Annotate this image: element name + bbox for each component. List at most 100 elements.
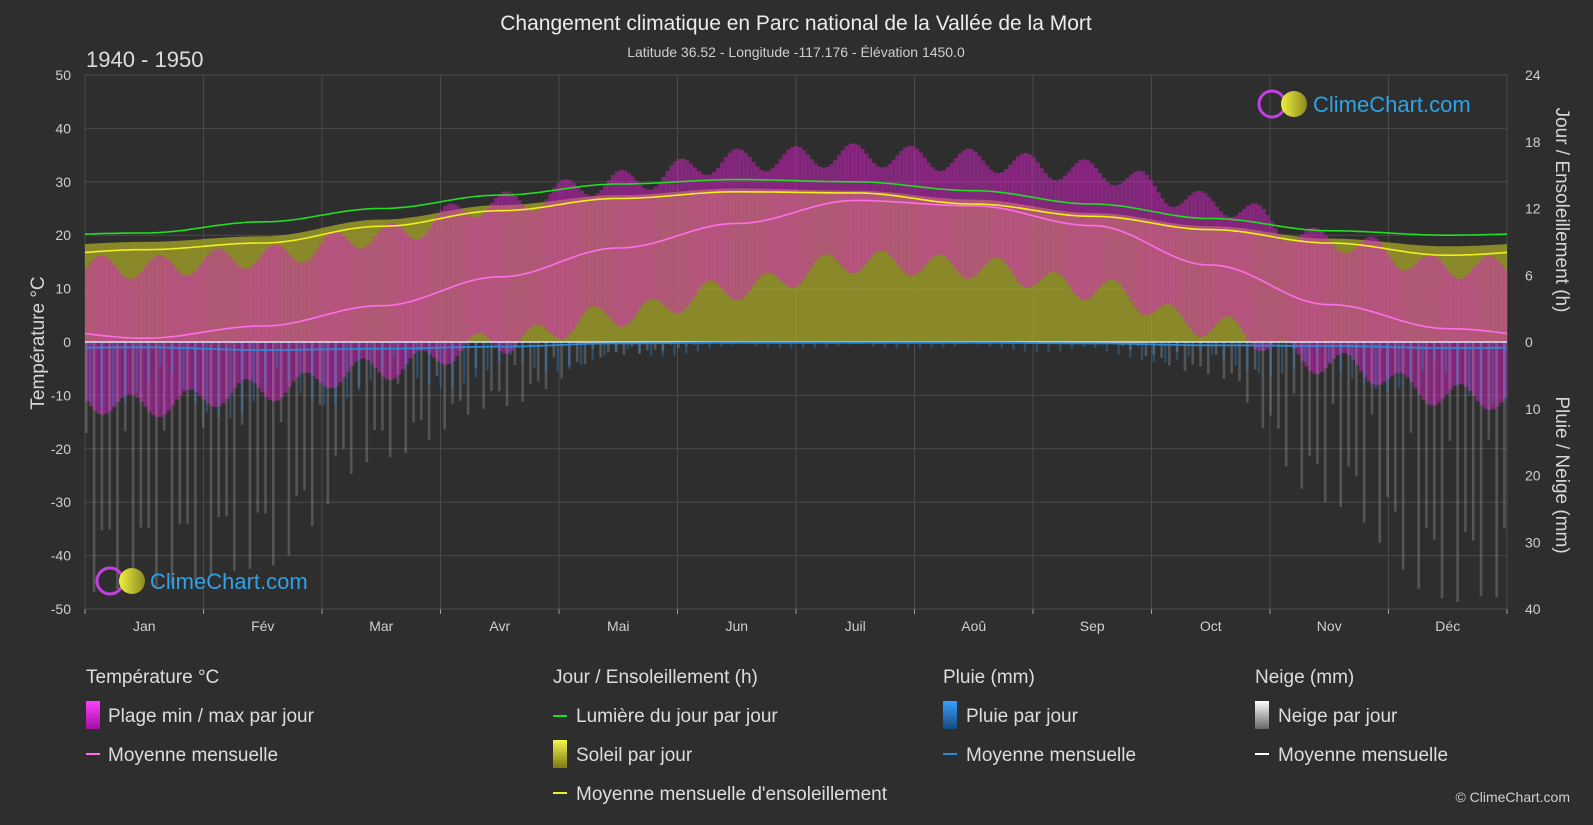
- snow-bar: [1191, 342, 1195, 365]
- snow-bar: [248, 342, 252, 569]
- temp-range-bar: [1012, 160, 1017, 276]
- rain-bar: [264, 342, 267, 386]
- snow-bar: [1152, 342, 1156, 355]
- rain-bar: [1199, 342, 1202, 351]
- temp-range-bar: [217, 248, 222, 407]
- temp-range-bar: [961, 150, 966, 278]
- temp-range-bar: [1273, 228, 1278, 344]
- temp-range-bar: [1468, 272, 1473, 391]
- temp-range-bar: [1316, 228, 1321, 374]
- temp-range-bar: [743, 152, 748, 296]
- snow-bar: [1339, 342, 1343, 507]
- temp-range-bar: [910, 146, 916, 276]
- rain-bar: [708, 342, 711, 349]
- logo-top: ClimeChart.com: [1257, 89, 1471, 119]
- temp-range-bar: [1062, 175, 1068, 280]
- right-top-tick-label: 6: [1525, 267, 1533, 283]
- temp-range-bar: [1405, 270, 1411, 378]
- snow-bar: [1207, 342, 1210, 375]
- temp-range-bar: [755, 166, 760, 281]
- temp-range-bar: [556, 183, 561, 339]
- snow-bar: [575, 342, 579, 363]
- snow-bar: [1144, 342, 1148, 357]
- snow-bar: [147, 342, 150, 528]
- temp-range-bar: [1277, 234, 1282, 341]
- rain-bar: [1339, 342, 1342, 371]
- temp-range-bar: [1008, 164, 1013, 270]
- temp-range-bar: [1327, 240, 1333, 364]
- temp-range-bar: [1304, 230, 1309, 367]
- rain-bar: [1152, 342, 1155, 363]
- month-label: Avr: [489, 618, 510, 634]
- snow-bar: [396, 342, 400, 384]
- temp-range-bar: [268, 246, 273, 401]
- temp-range-bar: [334, 231, 339, 387]
- snow-bar: [653, 342, 657, 350]
- rain-bar: [1281, 342, 1284, 374]
- temp-range-bar: [1432, 255, 1438, 406]
- temp-range-bar: [494, 197, 499, 348]
- sunshine-area: [85, 188, 1507, 342]
- temp-range-bar: [774, 164, 779, 277]
- logo-sun-icon: [119, 568, 145, 594]
- snow-bar: [201, 342, 205, 428]
- rain-bar: [1397, 342, 1401, 388]
- right-bottom-tick-label: 10: [1525, 401, 1541, 417]
- axes: 50 40 30 20 10 0 -10 -20 -30 -40 -50 24 18 12 6 0 10 20 30…: [51, 67, 1541, 634]
- temp-range-bar: [1000, 172, 1005, 261]
- temp-range-bar: [521, 204, 526, 336]
- temp-range-bar: [883, 166, 888, 252]
- temp-range-bar: [1366, 236, 1372, 382]
- temp-range-bar: [459, 208, 464, 351]
- temp-range-bar: [505, 191, 511, 354]
- rain-bar: [88, 342, 92, 403]
- rain-bar: [755, 342, 758, 346]
- snow-bar: [1183, 342, 1187, 371]
- copyright: © ClimeChart.com: [1455, 789, 1570, 805]
- temp-range-bar: [1483, 256, 1488, 409]
- snow-bar: [1370, 342, 1374, 415]
- temp-range-bar: [696, 171, 701, 290]
- temp-range-bar: [1249, 203, 1255, 346]
- temp-range-bar: [1047, 177, 1052, 274]
- left-tick-label: -30: [51, 494, 71, 510]
- left-tick-label: -10: [51, 387, 71, 403]
- temp-range-bar: [564, 179, 569, 338]
- snow-bar: [1253, 342, 1257, 370]
- temp-range-bar: [868, 158, 873, 259]
- temp-range-bar: [381, 227, 386, 377]
- rain-bar: [1210, 342, 1214, 355]
- snow-bar: [1347, 342, 1350, 467]
- legend-snow: Neige par jour: [1278, 706, 1398, 727]
- temp-range-bar: [1487, 255, 1492, 410]
- rain-bar: [205, 342, 209, 413]
- right-top-tick-label: 0: [1525, 334, 1533, 350]
- temp-range-bar: [486, 208, 491, 339]
- snow-bar: [677, 342, 680, 349]
- rain-bar: [416, 342, 419, 378]
- snow-bar: [1394, 342, 1397, 512]
- snow-bar: [1495, 342, 1498, 598]
- temp-range-bar: [1421, 256, 1426, 400]
- temp-range-bar: [739, 149, 744, 299]
- temp-range-bar: [470, 217, 475, 335]
- temp-range-bar: [147, 261, 152, 412]
- snow-bar: [1269, 342, 1272, 416]
- rain-bar: [1175, 342, 1179, 361]
- snow-bar: [1378, 342, 1382, 543]
- temp-range-bar: [431, 222, 437, 358]
- temp-range-bar: [712, 171, 717, 282]
- temp-range-bar: [1320, 231, 1325, 372]
- temp-range-bar: [821, 167, 826, 255]
- temp-range-bar: [400, 229, 405, 370]
- snow-bar: [1417, 342, 1420, 589]
- snow-bar: [1308, 342, 1311, 456]
- temp-range-bar: [120, 274, 125, 398]
- temp-range-bar: [801, 150, 807, 280]
- temp-range-bar: [229, 257, 234, 394]
- snow-bar: [482, 342, 485, 409]
- rain-bar: [521, 342, 524, 363]
- temp-range-bar: [673, 161, 678, 314]
- snow-bar: [568, 342, 571, 366]
- temp-range-bar: [194, 270, 199, 392]
